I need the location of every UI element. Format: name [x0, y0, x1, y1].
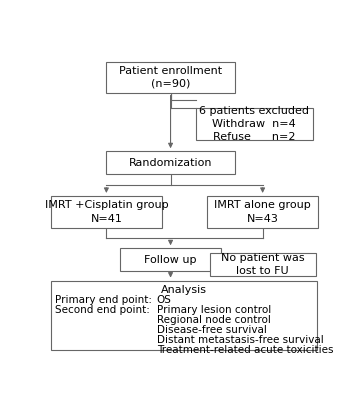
- FancyBboxPatch shape: [107, 151, 235, 174]
- Text: IMRT alone group
N=43: IMRT alone group N=43: [214, 200, 311, 224]
- Text: Analysis: Analysis: [161, 285, 207, 295]
- FancyBboxPatch shape: [50, 280, 317, 350]
- FancyBboxPatch shape: [107, 62, 235, 93]
- Text: IMRT +Cisplatin group
N=41: IMRT +Cisplatin group N=41: [45, 200, 168, 224]
- Text: Patient enrollment
(n=90): Patient enrollment (n=90): [119, 66, 222, 89]
- Text: Regional node control: Regional node control: [157, 315, 270, 325]
- Text: OS: OS: [157, 295, 171, 305]
- Text: No patient was
lost to FU: No patient was lost to FU: [221, 253, 305, 276]
- Text: 6 patients excluded
Withdraw  n=4
Refuse      n=2: 6 patients excluded Withdraw n=4 Refuse …: [199, 106, 309, 142]
- Text: Randomization: Randomization: [129, 158, 212, 168]
- FancyBboxPatch shape: [196, 108, 313, 140]
- FancyBboxPatch shape: [120, 248, 221, 271]
- Text: Follow up: Follow up: [144, 255, 197, 265]
- Text: Primary lesion control: Primary lesion control: [157, 305, 271, 315]
- Text: Disease-free survival: Disease-free survival: [157, 325, 266, 335]
- FancyBboxPatch shape: [207, 196, 319, 228]
- Text: Primary end point:: Primary end point:: [55, 295, 152, 305]
- FancyBboxPatch shape: [210, 253, 316, 276]
- Text: Second end point:: Second end point:: [55, 305, 150, 315]
- Text: Treatment-related acute toxicities: Treatment-related acute toxicities: [157, 345, 333, 355]
- Text: Distant metastasis-free survival: Distant metastasis-free survival: [157, 335, 323, 345]
- FancyBboxPatch shape: [50, 196, 162, 228]
